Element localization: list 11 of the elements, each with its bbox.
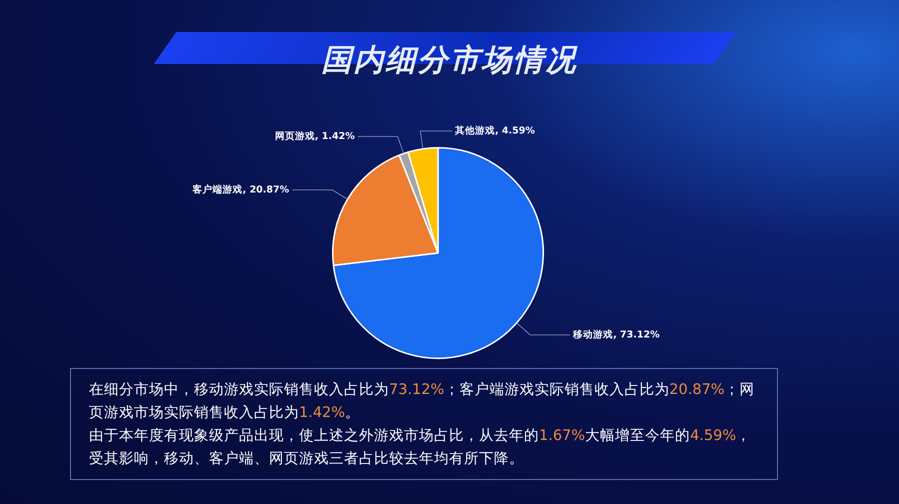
slice-label: 客户端游戏 — [192, 183, 243, 196]
slice-label: 移动游戏 — [572, 328, 614, 340]
chart-title: 国内细分市场情况 — [320, 42, 579, 80]
data-label: , 1.42% — [314, 130, 356, 142]
text: 由于本年度有现象级产品出现，使上述之外游戏市场占比，从去年的1.67%大幅增至今年的4.59%，受其影响，移动、客户端、网页游戏三者占比较去年均有所下降。 — [89, 428, 752, 467]
text: 在细分市场中，移动游戏实际销售收入占比为73.12%；客户端游戏实际销售收入占比为20.87%；网页游戏市场实际销售收入占比为1.42%。 — [89, 382, 755, 421]
data-label: , 73.12% — [613, 329, 660, 340]
data-label: , 20.87% — [242, 184, 290, 196]
slice-label: 其他游戏 — [454, 124, 495, 136]
slice-label: 网页游戏 — [274, 130, 315, 142]
data-label: , 4.59% — [495, 126, 536, 136]
